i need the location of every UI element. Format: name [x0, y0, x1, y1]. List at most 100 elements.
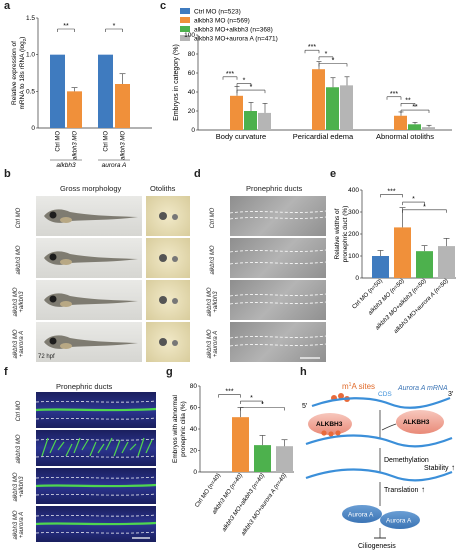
three-prime-label: 3′ [448, 391, 454, 398]
panel-a-group-label: aurora A [102, 162, 127, 169]
panel-c-significance-label: * [250, 84, 253, 91]
zebrafish-larva [44, 335, 138, 349]
panel-a-group-label: alkbh3 [56, 162, 76, 169]
cilia-fluorescence [36, 514, 156, 539]
panel-f-header: Pronephric ducts [56, 382, 113, 391]
panel-c-category-label: Body curvature [216, 132, 266, 141]
panel-g-significance-label: * [250, 395, 253, 402]
panel-a-y-tick-label: 0 [31, 125, 35, 132]
stability-label: Stability [424, 465, 449, 472]
panel-a-y-tick-label: 1.0 [26, 52, 35, 59]
panel-e-significance-label: * [423, 204, 426, 211]
aurora-a-protein [342, 505, 382, 523]
cilia-fluorescence [36, 400, 156, 420]
panel-c-significance-label: *** [308, 44, 316, 51]
cilia-fluorescence [36, 476, 156, 496]
panel-c-category-label: Abnormal otoliths [376, 132, 434, 141]
panel-g-y-tick-label: 80 [190, 383, 198, 390]
panel-c-bar [408, 124, 421, 130]
panel-c-bar [422, 127, 435, 130]
otolith-pair [159, 254, 178, 262]
panel-letter-d: d [194, 168, 201, 180]
panel-a-x-tick-label: Ctrl MO [56, 131, 62, 152]
panel-g-bar [254, 445, 271, 472]
panel-f-row-label: alkbh3 MO +aurora A [13, 510, 25, 540]
panel-c-bar [312, 69, 325, 130]
panel-f-row-label: alkbh3 MO [16, 434, 22, 464]
cilia-image [36, 430, 156, 466]
panel-c-bar [230, 95, 243, 130]
panel-e-y-tick-label: 200 [348, 231, 359, 238]
panel-f-row-label: alkbh3 MO +alkbh3 [13, 472, 25, 502]
panel-g-y-label: Embryos with abnormal [172, 394, 179, 462]
panel-g-x-tick-label: alkbh3 MO+alkbh3 (n=40) [221, 473, 266, 533]
mrna-strand-top [311, 396, 451, 409]
panel-a-x-tick-label: alkbh3 MO [121, 131, 127, 160]
panel-b-header-morphology: Gross morphology [60, 184, 122, 193]
panel-c-significance-label: * [325, 51, 328, 58]
otolith-image [146, 238, 190, 278]
panel-g-y-tick-label: 20 [190, 448, 198, 455]
pronephric-duct-image [230, 196, 326, 236]
panel-b-row-label: alkbh3 MO +aurora A [13, 329, 25, 359]
panel-c-y-tick-label: 0 [191, 127, 195, 134]
duct-outline [230, 249, 326, 265]
panel-c-legend-swatch [180, 8, 190, 14]
otolith-pair [159, 338, 178, 346]
otolith-image [146, 196, 190, 236]
gross-morphology-image [36, 196, 142, 236]
panel-g-y-tick-label: 0 [193, 469, 197, 476]
panel-c-y-tick-label: 100 [184, 32, 195, 39]
alkbh3-protein-bound [308, 413, 352, 435]
panel-g-x-tick-label: alkbh3 MO+aurora A (n=40) [241, 473, 289, 537]
alkbh3-protein-free [396, 410, 444, 434]
panel-g-y-label-2: pronephric cilia (%) [180, 401, 187, 457]
panel-e-y-tick-label: 300 [348, 209, 359, 216]
otolith-pair [159, 212, 178, 220]
demethylation-label: Demethylation [384, 457, 429, 464]
panel-b-row-label: Ctrl MO [16, 207, 22, 229]
mrna-strand-bottom [305, 468, 453, 482]
panel-c-chart: Ctrl MO (n=523) alkbh3 MO (n=569) alkbh3 M… [173, 8, 452, 141]
panel-c-bar [340, 85, 353, 130]
panel-c-legend-label: Ctrl MO (n=523) [194, 9, 241, 16]
panel-c-significance-label: *** [226, 71, 234, 78]
five-prime-label: 5′ [302, 403, 308, 410]
panel-c-significance-label: * [332, 58, 335, 65]
panel-e-y-tick-label: 100 [348, 253, 359, 260]
panel-c-legend-swatch [180, 26, 190, 32]
panel-c-significance-label: * [243, 77, 246, 84]
translation-label: Translation [384, 487, 418, 494]
otolith-pair [159, 296, 178, 304]
otolith-image [146, 322, 190, 362]
panel-d-row-label: alkbh3 MO +alkbh3 [207, 287, 219, 317]
ciliogenesis-label: Ciliogenesis [358, 543, 396, 550]
panel-f-row-label: Ctrl MO [16, 400, 22, 422]
panel-b-row-label: alkbh3 MO +alkbh3 [13, 287, 25, 317]
aurora-a-protein [380, 511, 420, 529]
cilia-image [36, 506, 156, 542]
panel-h-diagram: m1A sites Aurora A mRNA 5′ 3′ CDS ALKBH3… [302, 382, 455, 550]
panel-letter-a: a [4, 0, 11, 12]
zebrafish-larva [44, 209, 138, 223]
panel-letter-h: h [300, 366, 307, 378]
panel-c-legend-label: alkbh3 MO (n=569) [194, 18, 250, 25]
panel-c-legend-swatch [180, 17, 190, 23]
panel-a-y-tick-label: 1.5 [26, 15, 35, 22]
panel-g-bar [232, 417, 249, 472]
panel-e-bar [416, 251, 433, 278]
panel-g-bar [276, 446, 293, 472]
panel-letter-e: e [330, 168, 337, 180]
panel-e-y-label-2: pronephric duct (%) [342, 206, 349, 263]
panel-c-significance-label: ** [405, 97, 411, 104]
panel-e-y-label: Relative widths of [334, 208, 341, 259]
gross-morphology-image [36, 322, 142, 362]
panel-d-row-label: alkbh3 MO [210, 245, 216, 275]
panel-letter-c: c [160, 0, 167, 12]
panel-letter-f: f [4, 366, 8, 378]
panel-b-row-label: alkbh3 MO [16, 245, 22, 275]
panel-a-significance-label: ** [63, 23, 69, 30]
panel-c-bar [244, 111, 257, 130]
panel-c-significance-label: *** [390, 91, 398, 98]
panel-g-y-tick-label: 60 [190, 405, 198, 412]
